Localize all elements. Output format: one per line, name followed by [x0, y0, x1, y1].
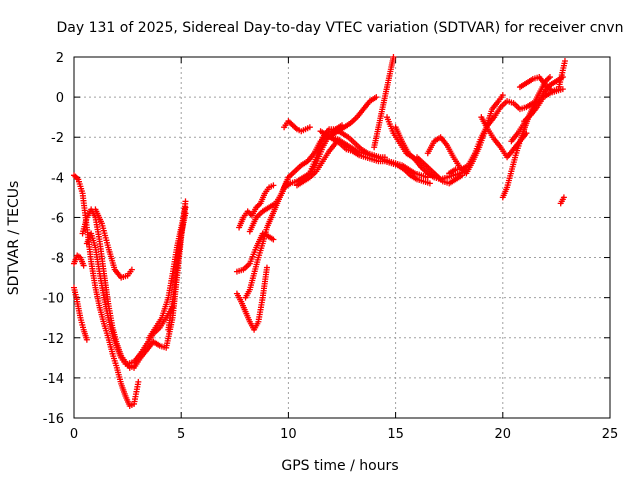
- y-tick-label: 0: [56, 91, 64, 106]
- y-tick-label: -6: [51, 211, 64, 226]
- series-21: [328, 94, 380, 139]
- series-28: [446, 98, 543, 177]
- series-22: [328, 134, 431, 181]
- data-point: [270, 236, 277, 243]
- series-26: [414, 154, 466, 187]
- y-tick-label: -14: [43, 372, 64, 387]
- data-point: [182, 210, 189, 217]
- data-point: [426, 180, 433, 187]
- data-point: [80, 262, 87, 269]
- series-16: [281, 118, 313, 135]
- data-point: [306, 124, 313, 131]
- data-point: [182, 204, 189, 211]
- series-1: [71, 284, 90, 343]
- y-tick-label: -12: [43, 332, 64, 347]
- x-axis-label: GPS time / hours: [281, 458, 398, 474]
- y-tick-label: -16: [43, 412, 64, 427]
- y-tick-label: -10: [43, 292, 64, 307]
- series-15: [246, 132, 330, 235]
- series-29: [478, 114, 530, 161]
- data-point: [373, 94, 380, 101]
- x-tick-label: 5: [177, 427, 185, 442]
- data-point: [182, 198, 189, 205]
- data-point: [546, 74, 553, 81]
- data-point: [270, 182, 277, 189]
- y-tick-label: -2: [51, 131, 64, 146]
- plot-frame: [73, 56, 611, 419]
- x-tick-label: 0: [70, 427, 78, 442]
- series-23: [371, 54, 397, 151]
- x-tick-label: 20: [495, 427, 512, 442]
- x-tick-label: 10: [280, 427, 297, 442]
- series-27: [424, 92, 506, 177]
- data-point: [560, 194, 567, 201]
- y-tick-label: -8: [51, 252, 64, 267]
- data-point: [390, 54, 397, 60]
- series-2: [71, 252, 87, 269]
- series-11: [236, 182, 277, 231]
- series-8: [131, 198, 189, 371]
- series-12: [233, 264, 270, 333]
- y-axis-label: SDTVAR / TECUs: [6, 181, 22, 296]
- series-3: [71, 172, 142, 409]
- data-point: [83, 336, 90, 343]
- chart-title: Day 131 of 2025, Sidereal Day-to-day VTE…: [57, 20, 624, 36]
- series-32: [516, 58, 568, 95]
- data-point: [459, 172, 466, 179]
- series-5: [83, 230, 133, 369]
- x-tick-label: 15: [387, 427, 404, 442]
- x-tick-label: 25: [602, 427, 619, 442]
- data-point: [499, 92, 506, 99]
- series-33: [521, 86, 566, 125]
- series-18: [293, 140, 339, 189]
- series-34: [557, 194, 567, 207]
- data-point: [128, 266, 135, 273]
- data-point: [263, 264, 270, 271]
- y-tick-label: 2: [56, 51, 64, 66]
- series-4: [79, 206, 138, 371]
- data-point: [561, 58, 568, 65]
- series-6: [92, 206, 135, 281]
- y-tick-label: -4: [51, 171, 64, 186]
- data-point: [135, 378, 142, 385]
- data-point: [559, 86, 566, 93]
- series-10: [165, 210, 189, 333]
- data-markers: [71, 54, 568, 409]
